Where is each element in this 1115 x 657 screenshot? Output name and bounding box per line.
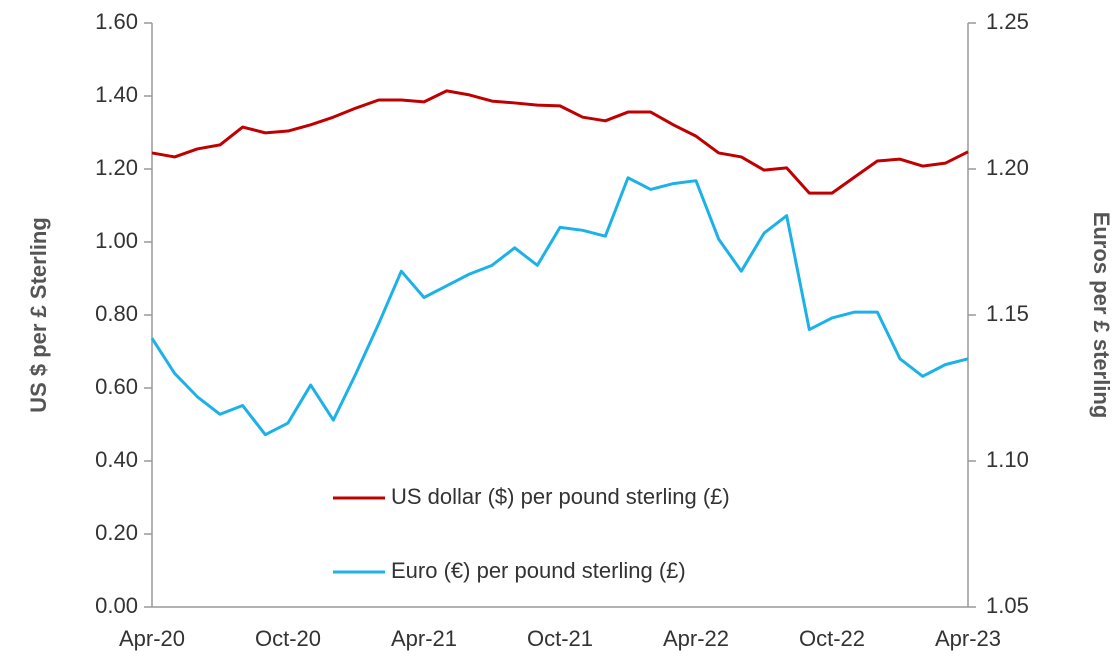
y-tick-label: 1.20 xyxy=(95,155,138,180)
x-tick-label: Oct-22 xyxy=(799,626,865,651)
y2-tick-label: 1.25 xyxy=(986,9,1029,34)
y-tick-label: 0.60 xyxy=(95,374,138,399)
x-tick-label: Oct-21 xyxy=(527,626,593,651)
legend-label: Euro (€) per pound sterling (£) xyxy=(391,558,686,583)
line-series xyxy=(150,176,969,437)
y2-tick-label: 1.05 xyxy=(986,593,1029,618)
y2-axis-title: Euros per £ sterling xyxy=(1089,212,1114,419)
x-tick-label: Oct-20 xyxy=(255,626,321,651)
y2-tick-label: 1.15 xyxy=(986,301,1029,326)
x-tick-label: Apr-20 xyxy=(119,626,185,651)
y-tick-label: 0.20 xyxy=(95,520,138,545)
y2-tick-label: 1.10 xyxy=(986,447,1029,472)
y-tick-label: 0.00 xyxy=(95,593,138,618)
y2-tick-label: 1.20 xyxy=(986,155,1029,180)
y-tick-label: 1.00 xyxy=(95,228,138,253)
y-axis-title: US $ per £ Sterling xyxy=(26,217,51,413)
line-series xyxy=(151,89,969,195)
x-tick-label: Apr-23 xyxy=(935,626,1001,651)
y-tick-label: 0.80 xyxy=(95,301,138,326)
x-tick-label: Apr-22 xyxy=(663,626,729,651)
y-tick-label: 1.40 xyxy=(95,82,138,107)
y-tick-label: 1.60 xyxy=(95,9,138,34)
y-tick-label: 0.40 xyxy=(95,447,138,472)
legend-label: US dollar ($) per pound sterling (£) xyxy=(391,484,730,509)
x-tick-label: Apr-21 xyxy=(391,626,457,651)
